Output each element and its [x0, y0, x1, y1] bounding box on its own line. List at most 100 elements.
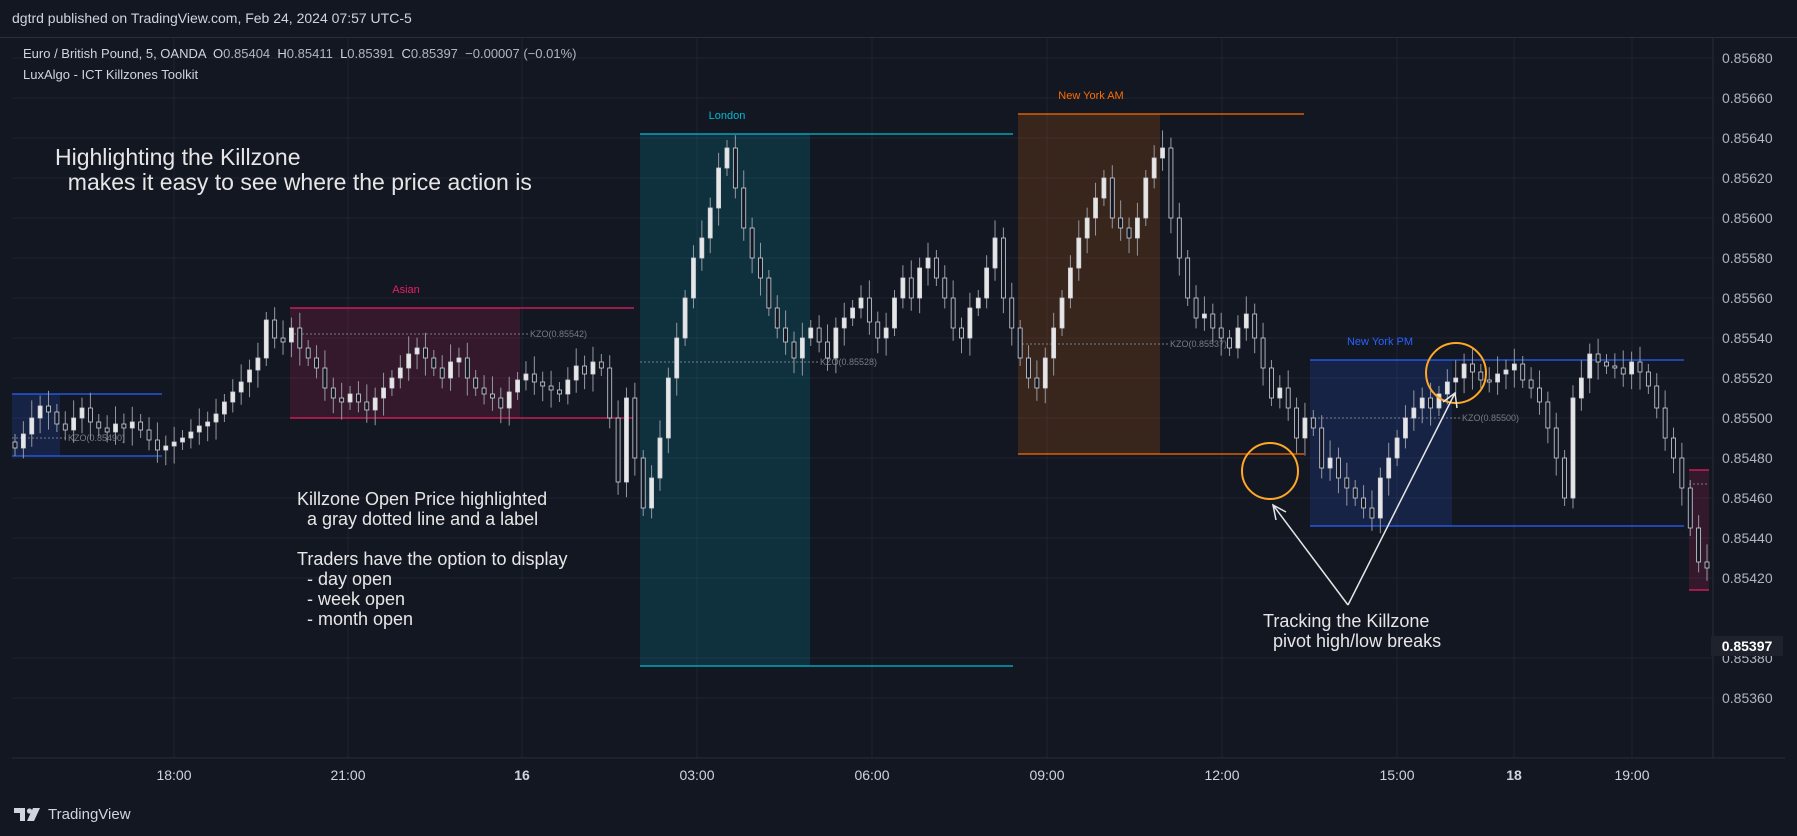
candle-body: [925, 257, 931, 269]
killzone-boxes: KZO(0.85490) KZO(0.85542) Asian KZO(0.85528…: [12, 90, 1709, 667]
candle-body: [1193, 297, 1199, 319]
candle-body: [314, 357, 319, 369]
candle-body: [808, 327, 814, 339]
candle-body: [439, 367, 445, 379]
candle-body: [850, 307, 856, 319]
candle-body: [1637, 361, 1643, 373]
time-tick-label: 19:00: [1614, 767, 1649, 783]
candle-body: [1428, 397, 1433, 409]
kzo-label: KZO(0.85542): [530, 329, 587, 339]
candle-body: [657, 437, 663, 479]
candle-body: [682, 297, 688, 339]
candle-body: [691, 257, 696, 299]
headline-line-2: makes it easy to see where the price act…: [55, 169, 532, 195]
brand-label: TradingView: [48, 806, 131, 823]
candle-body: [1654, 385, 1660, 409]
candle-body: [649, 477, 654, 509]
candle-body: [699, 237, 705, 259]
indicator-name[interactable]: LuxAlgo - ICT Killzones Toolkit: [23, 67, 199, 82]
candle-body: [1671, 437, 1676, 459]
candle-body: [1202, 313, 1207, 319]
candle-body: [1210, 313, 1216, 329]
candle-body: [1386, 457, 1392, 479]
candle-body: [1068, 267, 1073, 299]
candle-body: [1377, 477, 1383, 519]
time-tick-label: 18:00: [156, 767, 191, 783]
candle-body: [305, 347, 311, 359]
candle-body: [297, 327, 303, 349]
symbol-name: Euro / British Pound, 5, OANDA: [23, 46, 206, 61]
time-axis-bg: [12, 758, 1785, 792]
candle-body: [1704, 561, 1710, 569]
candle-body: [406, 353, 412, 369]
candle-body: [129, 421, 135, 429]
candle-body: [1084, 217, 1090, 239]
candle-body: [372, 397, 378, 411]
price-chart[interactable]: KZO(0.85490) KZO(0.85542) Asian KZO(0.85528…: [0, 0, 1797, 792]
price-tick-label: 0.85480: [1722, 450, 1773, 466]
candle-body: [280, 337, 286, 343]
candle-body: [322, 367, 328, 389]
change-value: −0.00007 (−0.01%): [465, 46, 577, 61]
candle-body: [1235, 327, 1241, 349]
candle-body: [783, 327, 789, 343]
candle-body: [1269, 367, 1274, 399]
candle-body: [1336, 457, 1341, 479]
candle-body: [1604, 361, 1609, 367]
tradingview-logo[interactable]: TradingView: [14, 806, 131, 823]
candle-body: [196, 425, 202, 433]
candle-body: [1051, 327, 1057, 359]
candle-body: [1662, 407, 1668, 439]
candle-body: [975, 297, 981, 309]
candle-body: [397, 367, 403, 379]
candle-body: [29, 417, 35, 435]
candle-body: [1352, 487, 1358, 499]
price-tick-label: 0.85420: [1722, 570, 1773, 586]
killzone-asian: KZO(0.85542) Asian: [290, 284, 634, 419]
price-tick-label: 0.85540: [1722, 330, 1773, 346]
candle-body: [1026, 357, 1031, 379]
candle-body: [866, 297, 872, 323]
candle-body: [967, 307, 973, 339]
price-tick-label: 0.85640: [1722, 130, 1773, 146]
candle-body: [875, 321, 881, 339]
candle-body: [766, 277, 772, 309]
killzone-fill: [290, 308, 520, 418]
candle-body: [1118, 217, 1124, 229]
publish-header: dgtrd published on TradingView.com, Feb …: [0, 0, 1797, 38]
candle-body: [1369, 507, 1375, 519]
candle-body: [1578, 377, 1584, 399]
candle-body: [523, 373, 529, 381]
candle-body: [37, 405, 43, 419]
candle-body: [1034, 377, 1040, 389]
candle-body: [381, 387, 386, 399]
candle-body: [1419, 397, 1425, 409]
candle-body: [607, 367, 613, 419]
candle-body: [1185, 257, 1191, 299]
killzone-name: New York AM: [1058, 90, 1123, 102]
candle-body: [389, 377, 395, 389]
candle-body: [1612, 365, 1618, 369]
candle-body: [1243, 313, 1249, 329]
candle-body: [1444, 381, 1450, 395]
candle-body: [272, 319, 278, 339]
candle-body: [557, 389, 562, 395]
candle-body: [565, 379, 571, 395]
candle-body: [1126, 227, 1132, 239]
low-value: 0.85391: [347, 46, 395, 61]
kzo-note: Killzone Open Price highlighted a gray d…: [297, 489, 568, 629]
kzo-label: KZO(0.85528): [820, 357, 877, 367]
candle-body: [347, 393, 353, 403]
candles: [12, 130, 1710, 581]
open-value: 0.85404: [223, 46, 271, 61]
candle-body: [146, 429, 152, 441]
arrow-to-high: [1347, 392, 1456, 606]
candle-body: [674, 337, 680, 379]
low-label: L: [340, 46, 348, 61]
candle-body: [1570, 397, 1576, 499]
arrow-head-low: [1271, 503, 1287, 521]
highlight-marks: [1241, 342, 1487, 606]
candle-body: [1553, 427, 1559, 459]
candle-body: [506, 391, 512, 409]
candle-body: [900, 277, 906, 299]
